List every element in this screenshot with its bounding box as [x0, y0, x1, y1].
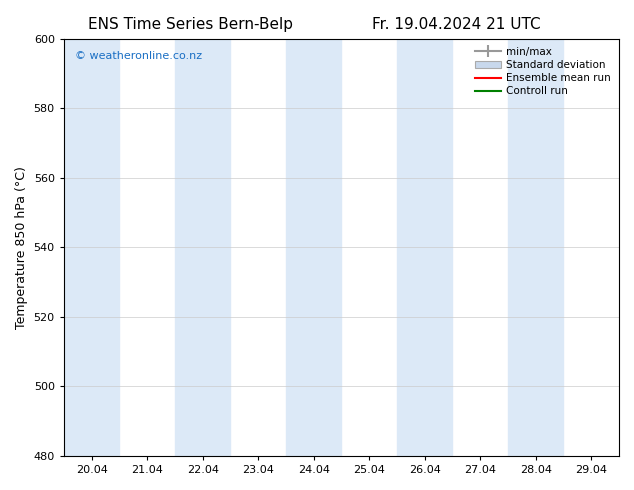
Bar — [397, 39, 453, 456]
Y-axis label: Temperature 850 hPa (°C): Temperature 850 hPa (°C) — [15, 166, 28, 329]
Text: Fr. 19.04.2024 21 UTC: Fr. 19.04.2024 21 UTC — [372, 17, 541, 32]
Bar — [175, 39, 230, 456]
Bar — [508, 39, 564, 456]
Legend: min/max, Standard deviation, Ensemble mean run, Controll run: min/max, Standard deviation, Ensemble me… — [472, 44, 614, 99]
Bar — [286, 39, 342, 456]
Text: ENS Time Series Bern-Belp: ENS Time Series Bern-Belp — [87, 17, 293, 32]
Bar — [64, 39, 119, 456]
Text: © weatheronline.co.nz: © weatheronline.co.nz — [75, 51, 202, 61]
